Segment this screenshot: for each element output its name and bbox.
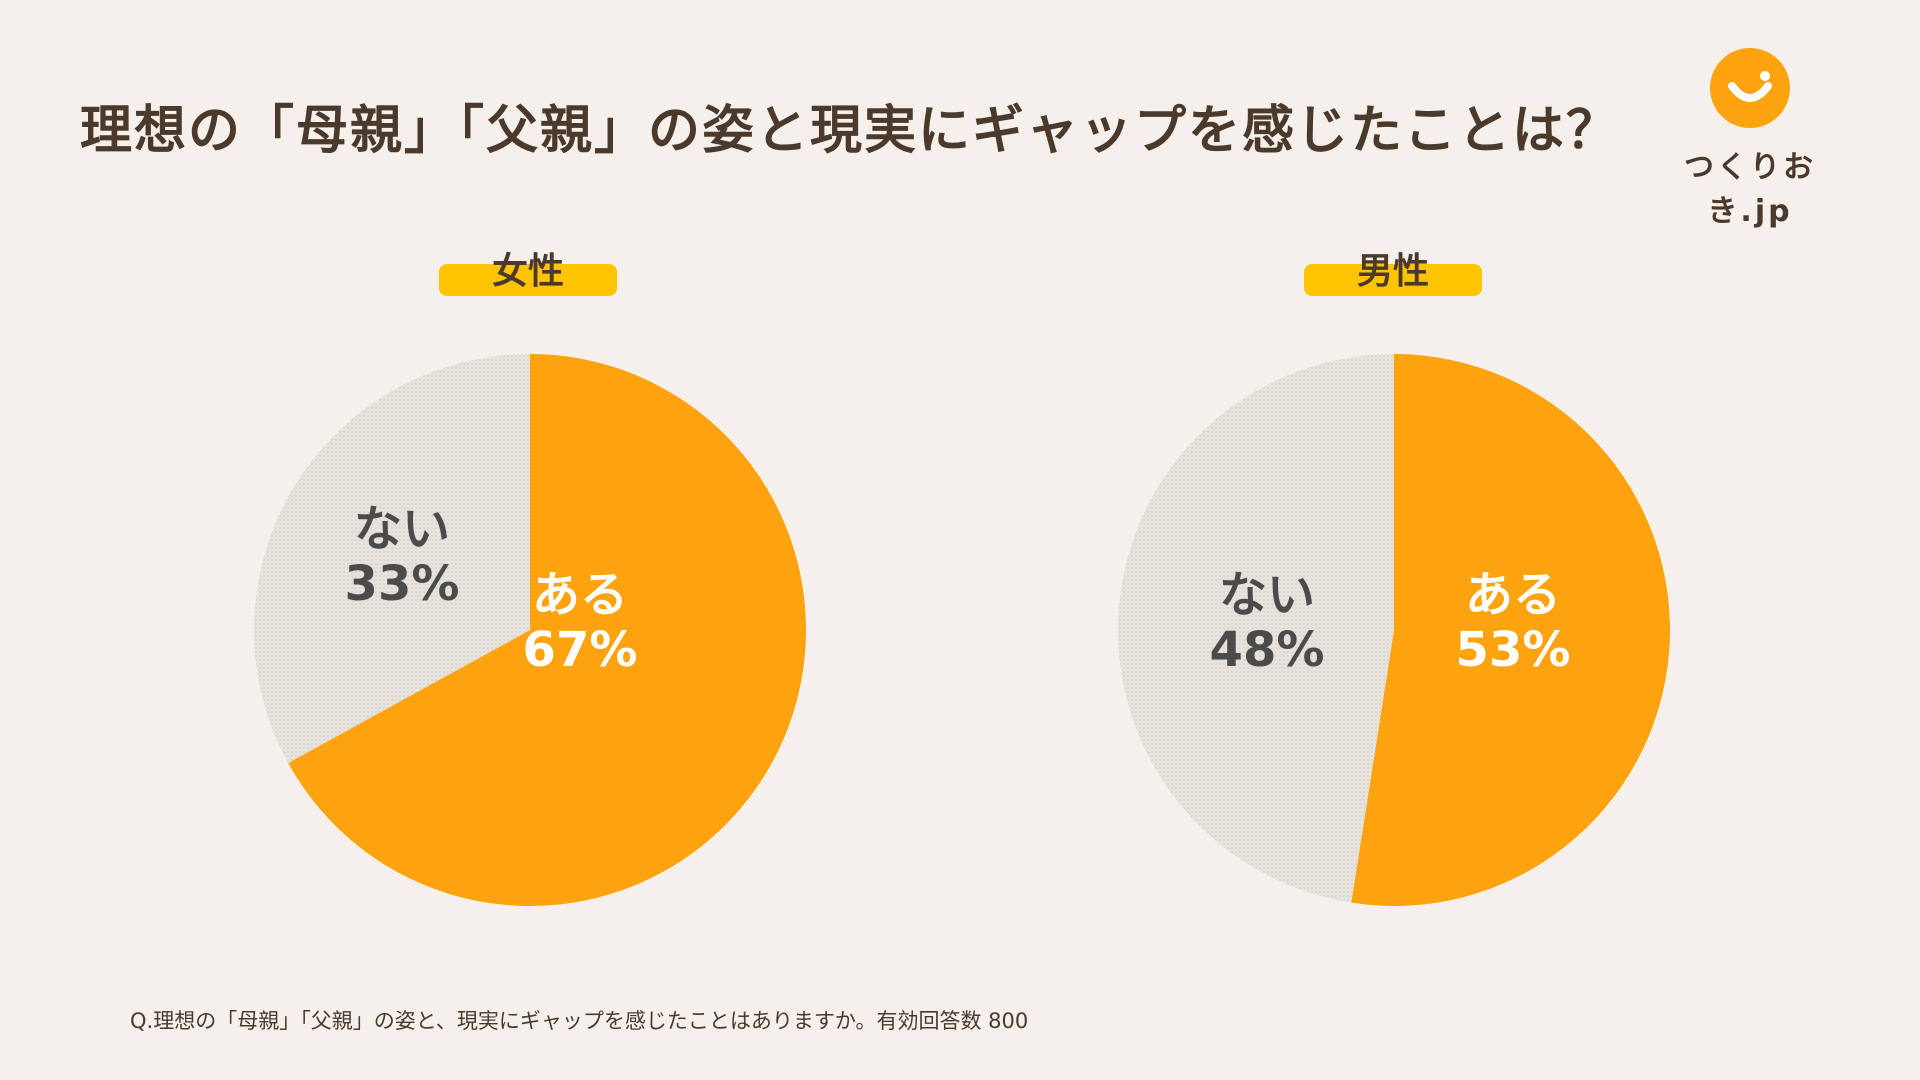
men-label: 男性 — [1304, 238, 1544, 298]
women-no-label: ない 33% — [344, 501, 460, 613]
footnote: Q.理想の「母親」「父親」の姿と、現実にギャップを感じたことはありますか。有効回… — [130, 1009, 1029, 1033]
women-pie-chart: ある 67% ない 33% — [250, 350, 810, 910]
women-label-text: 女性 — [491, 251, 564, 292]
men-pie-chart: ある 53% ない 48% — [1114, 350, 1674, 910]
men-slice-no — [1117, 354, 1394, 903]
women-label: 女性 — [439, 238, 679, 298]
women-pie-svg — [254, 354, 806, 906]
women-label-bar — [439, 264, 617, 296]
men-no-label: ない 48% — [1209, 567, 1325, 679]
logo-text: つくりおき.jp — [1684, 150, 1816, 229]
women-slice-yes — [288, 354, 806, 906]
women-yes-label: ある 67% — [522, 567, 638, 679]
men-pie-svg — [1117, 354, 1670, 906]
chart-title: 理想の「母親」「父親」の姿と現実にギャップを感じたことは？ — [80, 101, 1621, 161]
men-label-text: 男性 — [1356, 251, 1429, 292]
smile-icon — [1710, 48, 1790, 128]
logo[interactable]: つくりおき.jp — [1645, 48, 1855, 229]
men-yes-label: ある 53% — [1455, 567, 1571, 679]
women-slice-no — [254, 354, 531, 763]
men-slice-yes — [1351, 354, 1670, 906]
men-label-bar — [1304, 264, 1482, 296]
